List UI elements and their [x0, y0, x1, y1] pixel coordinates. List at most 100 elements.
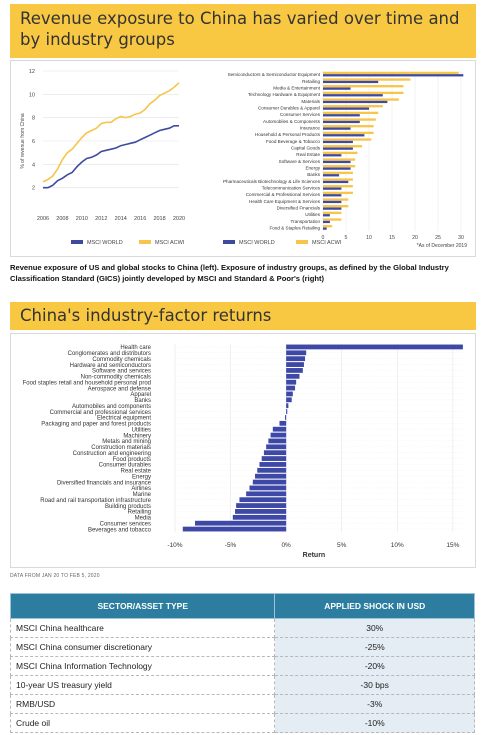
y-tick-label: 10: [29, 92, 35, 98]
category-label: Apparel: [130, 392, 151, 398]
category-label: Retailing: [128, 510, 151, 516]
category-label: Consumer durables: [99, 463, 151, 469]
bar-acwi: [323, 111, 379, 115]
x-tick-label: 30: [458, 235, 464, 241]
category-label: Hardware and semiconductors: [70, 363, 151, 369]
bar-acwi: [323, 218, 342, 221]
sector-cell: RMB/USD: [9, 694, 276, 714]
return-bar: [261, 456, 287, 461]
return-bar: [279, 420, 287, 426]
x-tick-label: 2008: [56, 216, 68, 222]
industry-factor-chart-panel: -10% -5% 0% 5% 10% 15% Return Health care Conglo…: [10, 333, 476, 568]
table-row: MSCI China healthcare 30%: [9, 618, 475, 638]
x-tick-label: 5%: [337, 542, 347, 549]
category-label: Commodity chemicals: [92, 357, 151, 363]
return-bar: [286, 350, 307, 356]
bar-world: [323, 127, 351, 130]
y-tick-label: 2: [32, 186, 35, 192]
bar-world: [323, 134, 365, 137]
category-label: Conglomerates and distributors: [68, 351, 151, 357]
category-label: Food products: [113, 457, 151, 463]
bar-acwi: [323, 171, 353, 175]
category-label: Construction and engineering: [73, 451, 151, 457]
category-label: Packaging and paper and forest products: [41, 422, 151, 428]
category-label: Diversified financials and insurance: [57, 480, 152, 486]
return-bar: [285, 415, 287, 420]
category-label: Electrical equipment: [97, 416, 151, 422]
shock-cell: -20%: [274, 656, 475, 676]
category-label: Capital Goods: [291, 145, 321, 150]
legend-swatch: [71, 240, 83, 244]
x-tick-label: 2018: [153, 216, 165, 222]
bar-acwi: [323, 85, 404, 88]
return-bar: [255, 473, 287, 479]
revenue-exposure-chart-panel: 2 4 6 8 10 12 2006 2008 2010 2012 2014 2016 2018 2020…: [10, 60, 476, 257]
bar-world: [323, 194, 342, 197]
column-header-sector: SECTOR/ASSET TYPE: [9, 593, 276, 619]
category-label: Health care: [120, 345, 151, 351]
return-bar: [286, 409, 288, 414]
category-label: Construction materials: [91, 445, 151, 451]
line-series: [43, 125, 179, 189]
category-label: Real Estate: [296, 152, 320, 157]
sector-cell: 10-year US treasury yield: [9, 675, 276, 695]
category-label: Banks: [134, 398, 151, 404]
category-label: Commercial & Professional Services: [246, 192, 321, 197]
category-label: Building products: [105, 504, 151, 510]
x-tick-label: 2014: [115, 216, 127, 222]
return-bar: [232, 514, 287, 520]
return-bar: [266, 444, 287, 450]
category-label: Household & Personal Products: [255, 132, 321, 137]
shock-cell: -25%: [274, 637, 475, 657]
bar-world: [323, 174, 340, 177]
chart1-banner: Revenue exposure to China has varied ove…: [10, 4, 476, 58]
figure-caption: Revenue exposure of US and global stocks…: [10, 263, 449, 283]
industry-factor-returns-chart: -10% -5% 0% 5% 10% 15% Return Health careConglo…: [23, 344, 464, 559]
category-label: Food Beverage & Tobacco: [266, 139, 320, 144]
x-tick-label: 2006: [37, 216, 49, 222]
sector-cell: MSCI China consumer discretionary: [9, 637, 276, 657]
return-bar: [286, 385, 296, 391]
table-row: MSCI China consumer discretionary -25%: [9, 637, 475, 657]
x-tick-label: 5: [345, 235, 348, 241]
table-row: RMB/USD -3%: [9, 694, 475, 714]
bar-acwi: [323, 118, 376, 121]
bar-acwi: [323, 78, 411, 81]
bar-acwi: [323, 225, 333, 228]
bar-world: [323, 187, 342, 190]
table-header-row: SECTOR/ASSET TYPE APPLIED SHOCK IN USD: [9, 593, 475, 619]
return-bar: [286, 397, 292, 403]
data-source-note: DATA FROM JAN 20 TO FEB 5, 2020: [10, 573, 100, 579]
bar-acwi: [323, 205, 349, 208]
category-label: Food & Staples Retailing: [269, 225, 320, 230]
shock-cell: 30%: [274, 618, 475, 638]
x-tick-label: 15%: [446, 542, 459, 549]
y-tick-label: 4: [32, 162, 35, 168]
bar-world: [323, 74, 464, 77]
bar-acwi: [323, 138, 372, 141]
x-tick-label: 2016: [134, 216, 146, 222]
return-bar: [272, 426, 287, 432]
category-label: Consumer services: [100, 521, 151, 527]
return-bar: [286, 391, 293, 397]
y-tick-label: 8: [32, 116, 35, 122]
bar-acwi: [323, 158, 356, 161]
bar-world: [323, 94, 383, 97]
category-label: Aerospace and defense: [88, 386, 152, 392]
category-label: Marine: [133, 492, 152, 498]
category-label: Energy: [305, 165, 320, 170]
bar-acwi: [323, 125, 374, 128]
legend-label: MSCI ACWI: [155, 240, 185, 246]
bar-acwi: [323, 131, 374, 135]
x-tick-label: 15: [389, 235, 395, 241]
category-label: Software & Services: [279, 159, 321, 164]
bar-world: [323, 147, 353, 150]
category-label: Utilities: [132, 427, 151, 433]
category-label: Software and services: [92, 369, 151, 375]
shock-cell: -30 bps: [274, 675, 475, 695]
bar-acwi: [323, 151, 358, 155]
x-tick-label: 2010: [76, 216, 88, 222]
category-label: Materials: [301, 99, 320, 104]
bar-acwi: [323, 91, 404, 95]
